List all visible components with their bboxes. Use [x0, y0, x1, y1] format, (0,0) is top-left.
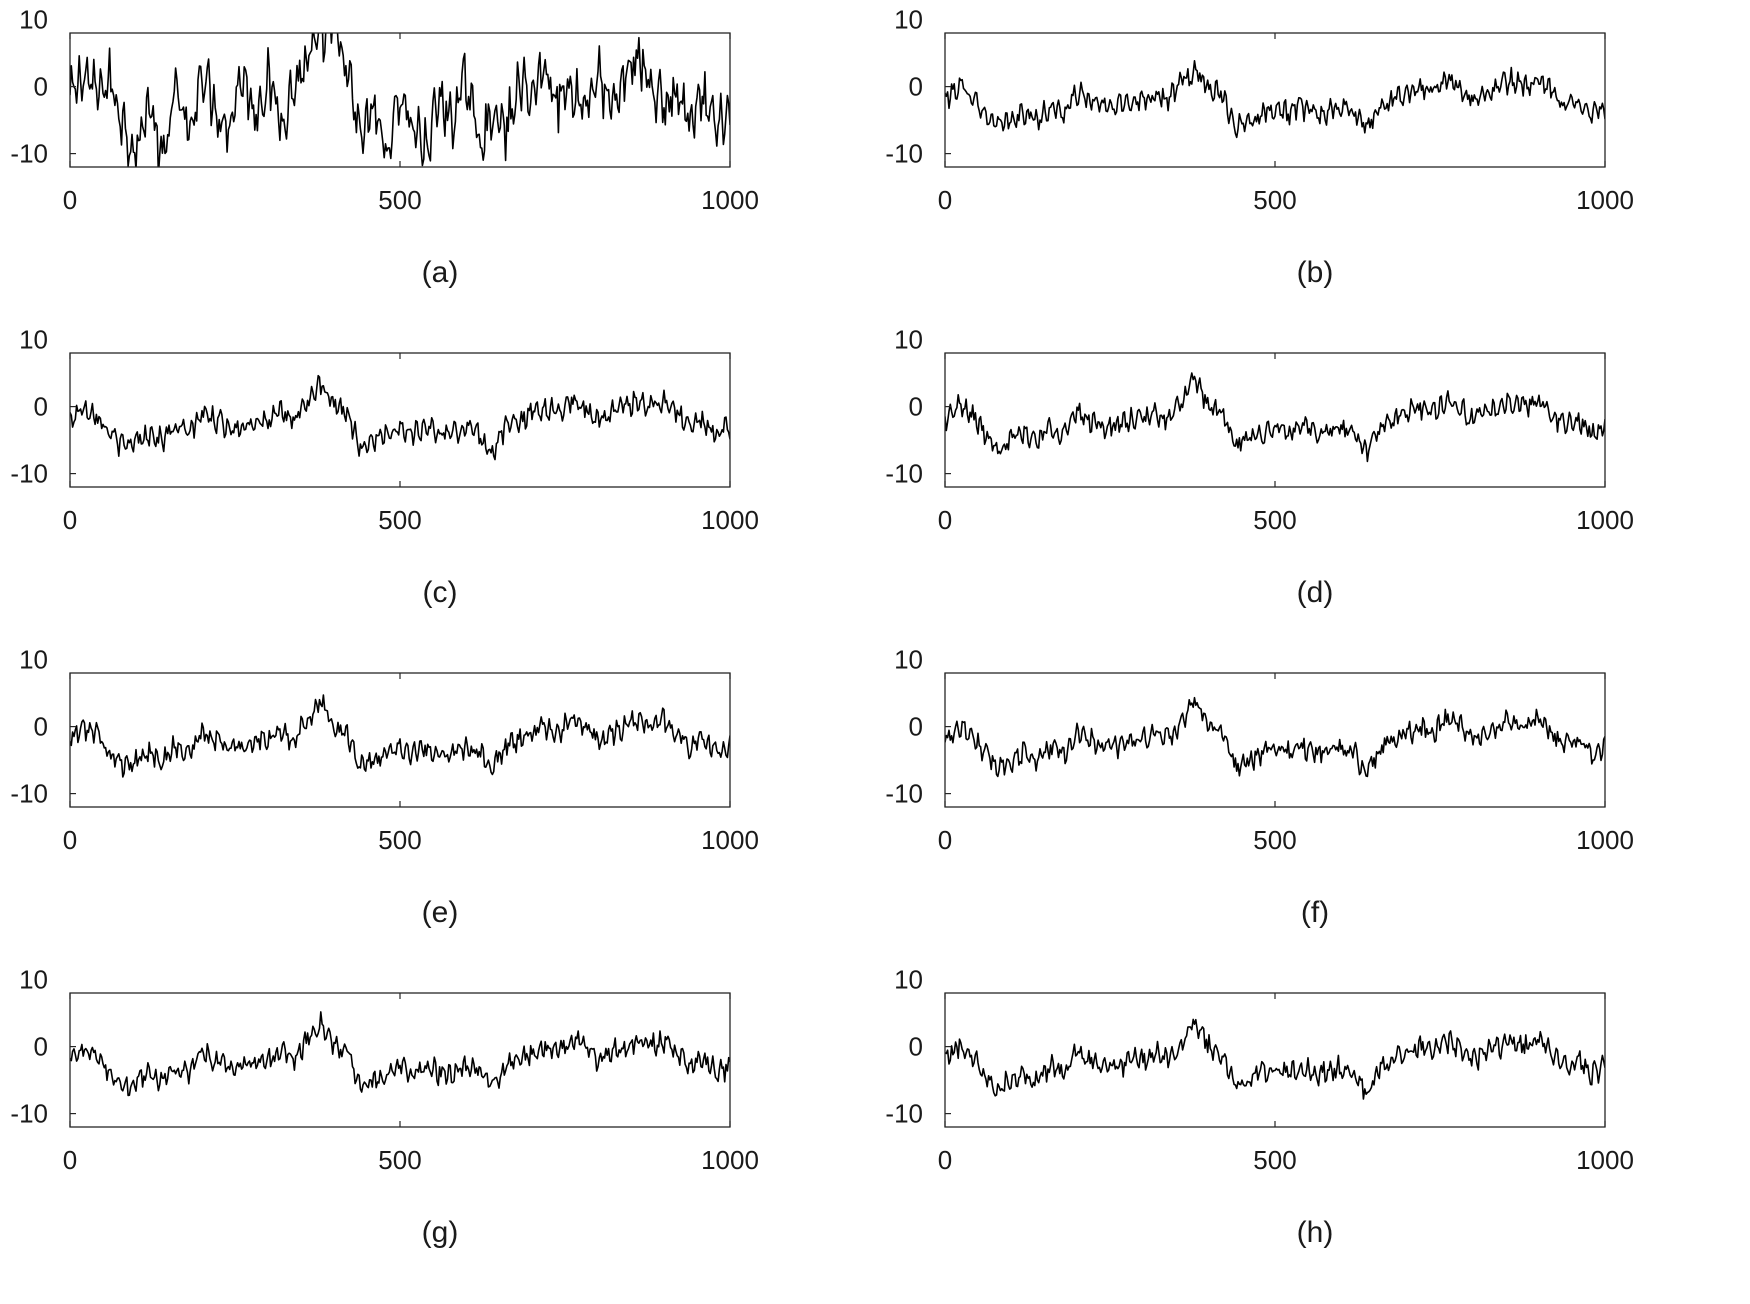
axes-frame	[944, 352, 1606, 488]
subplot-caption: (e)	[422, 896, 459, 929]
axes-frame	[944, 672, 1606, 808]
series-line-signal	[945, 696, 1605, 778]
x-tick-label: 1000	[1576, 825, 1634, 855]
x-tick-label: 1000	[701, 1145, 759, 1175]
series-line-signal	[70, 374, 730, 461]
x-tick-label: 500	[1253, 1145, 1296, 1175]
y-tick-label: 10	[19, 965, 48, 995]
x-tick-label: 500	[378, 185, 421, 215]
series-line-signal	[945, 59, 1605, 139]
y-tick-label: 0	[34, 712, 48, 742]
subplot-caption: (f)	[1301, 896, 1329, 929]
y-tick-label: -10	[885, 459, 923, 489]
y-tick-label: 10	[894, 645, 923, 675]
x-tick-label: 0	[938, 185, 952, 215]
axes-frame	[69, 352, 731, 488]
y-tick-label: -10	[10, 1099, 48, 1129]
subplot-a: 0 500 1000 10 0 -10 (a)	[10, 5, 759, 289]
subplot-g: 0 500 1000 10 0 -10 (g)	[10, 965, 759, 1249]
subplot-caption: (b)	[1297, 256, 1334, 289]
x-tick-label: 500	[1253, 505, 1296, 535]
y-tick-label: -10	[885, 1099, 923, 1129]
x-tick-label: 1000	[1576, 1145, 1634, 1175]
axes-frame	[69, 32, 731, 168]
y-tick-label: 10	[894, 965, 923, 995]
y-tick-label: -10	[885, 779, 923, 809]
series-line-signal	[70, 33, 730, 167]
subplot-caption: (c)	[423, 576, 458, 609]
y-tick-label: -10	[10, 139, 48, 169]
x-tick-label: 500	[378, 825, 421, 855]
x-tick-label: 500	[1253, 825, 1296, 855]
y-tick-label: 0	[909, 1032, 923, 1062]
subplot-h: 0 500 1000 10 0 -10 (h)	[885, 965, 1634, 1249]
x-tick-label: 500	[378, 505, 421, 535]
x-tick-label: 0	[63, 185, 77, 215]
y-tick-label: 10	[894, 5, 923, 35]
y-tick-label: 0	[909, 392, 923, 422]
x-tick-label: 0	[63, 505, 77, 535]
x-tick-label: 0	[938, 1145, 952, 1175]
x-tick-label: 1000	[701, 825, 759, 855]
subplot-caption: (g)	[422, 1216, 459, 1249]
y-tick-label: -10	[10, 779, 48, 809]
y-tick-label: -10	[885, 139, 923, 169]
x-tick-label: 0	[63, 1145, 77, 1175]
y-tick-label: 0	[34, 392, 48, 422]
x-tick-label: 500	[1253, 185, 1296, 215]
subplot-caption: (d)	[1297, 576, 1334, 609]
subplot-c: 0 500 1000 10 0 -10 (c)	[10, 325, 759, 609]
subplot-d: 0 500 1000 10 0 -10 (d)	[885, 325, 1634, 609]
x-tick-label: 1000	[1576, 505, 1634, 535]
x-tick-label: 1000	[1576, 185, 1634, 215]
x-tick-label: 1000	[701, 505, 759, 535]
y-tick-label: 10	[894, 325, 923, 355]
y-tick-label: 10	[19, 5, 48, 35]
y-tick-label: 10	[19, 645, 48, 675]
x-tick-label: 500	[378, 1145, 421, 1175]
series-line-signal	[945, 1018, 1605, 1100]
x-tick-label: 0	[938, 505, 952, 535]
axes-frame	[944, 992, 1606, 1128]
series-line-signal	[945, 372, 1605, 463]
x-tick-label: 0	[938, 825, 952, 855]
x-tick-label: 0	[63, 825, 77, 855]
y-tick-label: 0	[909, 712, 923, 742]
y-tick-label: -10	[10, 459, 48, 489]
y-tick-label: 0	[34, 72, 48, 102]
series-line-signal	[70, 1011, 730, 1097]
y-tick-label: 10	[19, 325, 48, 355]
series-line-signal	[70, 694, 730, 778]
subplot-caption: (h)	[1297, 1216, 1334, 1249]
subplot-e: 0 500 1000 10 0 -10 (e)	[10, 645, 759, 929]
subplot-f: 0 500 1000 10 0 -10 (f)	[885, 645, 1634, 929]
x-tick-label: 1000	[701, 185, 759, 215]
y-tick-label: 0	[34, 1032, 48, 1062]
y-tick-label: 0	[909, 72, 923, 102]
subplot-caption: (a)	[422, 256, 459, 289]
axes-frame	[69, 992, 731, 1128]
subplot-b: 0 500 1000 10 0 -10 (b)	[885, 5, 1634, 289]
